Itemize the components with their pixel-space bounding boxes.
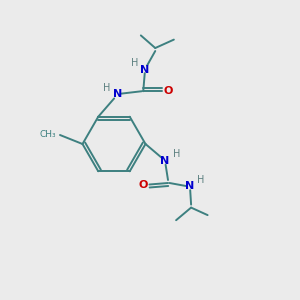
Text: N: N — [113, 89, 122, 99]
Text: H: H — [197, 175, 205, 185]
Text: O: O — [164, 86, 173, 96]
Text: N: N — [160, 155, 169, 166]
Text: N: N — [140, 64, 149, 75]
Text: H: H — [173, 149, 180, 160]
Text: CH₃: CH₃ — [40, 130, 56, 139]
Text: O: O — [138, 179, 148, 190]
Text: H: H — [131, 58, 139, 68]
Text: H: H — [103, 82, 110, 93]
Text: N: N — [185, 181, 194, 191]
